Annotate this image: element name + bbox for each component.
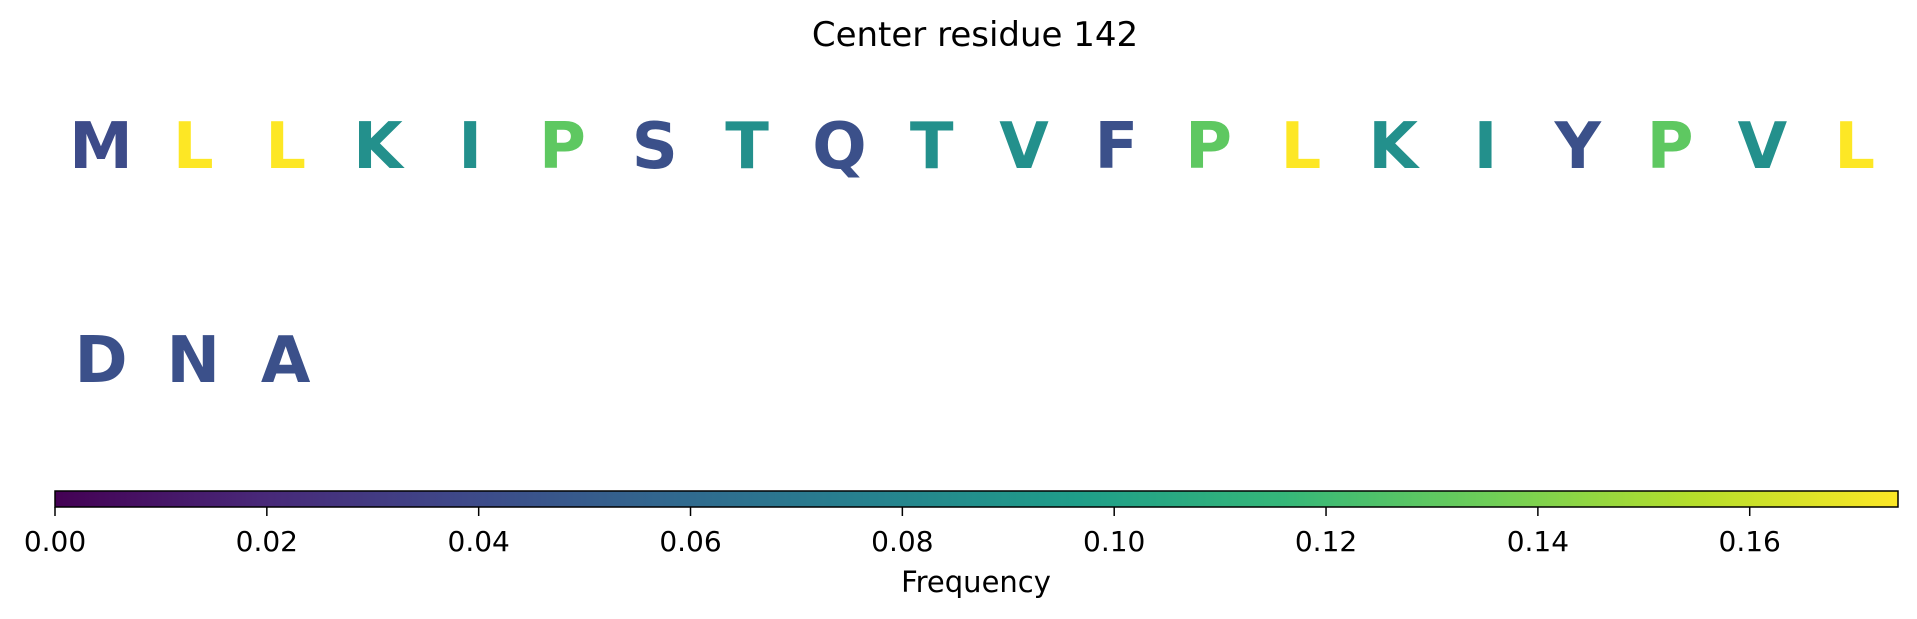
residue-letter: P (539, 110, 586, 184)
colorbar: 0.00 0.02 0.04 0.06 0.08 0.10 0.12 0.14 0.16 Fre… (24, 490, 1899, 599)
residue-letter: P (1185, 110, 1232, 184)
colorbar-tick-label: 0.06 (659, 525, 721, 558)
residue-letter: K (353, 110, 405, 184)
colorbar-tick-label: 0.10 (1083, 525, 1145, 558)
residue-letter: D (74, 324, 127, 398)
residue-letter: A (261, 324, 311, 398)
residue-letter: L (1281, 110, 1322, 184)
colorbar-tick-label: 0.14 (1507, 525, 1569, 558)
residue-letter: Q (812, 110, 866, 184)
colorbar-tick-label: 0.12 (1295, 525, 1357, 558)
colorbar-tick-label: 0.00 (24, 525, 86, 558)
residue-letter: Y (1554, 110, 1602, 184)
residue-letter: V (1738, 110, 1788, 184)
residue-letter: T (725, 110, 769, 184)
colorbar-gradient (54, 490, 1899, 508)
residue-letter: L (173, 110, 214, 184)
residue-letter: P (1647, 110, 1694, 184)
residue-letter: L (265, 110, 306, 184)
residue-letter: I (1474, 110, 1498, 184)
colorbar-tick-label: 0.16 (1719, 525, 1781, 558)
chart-title: Center residue 142 (812, 15, 1138, 55)
residue-letter: L (1834, 110, 1875, 184)
residue-letter: S (632, 110, 678, 184)
residue-letter: N (167, 324, 221, 398)
residue-letter: K (1368, 110, 1420, 184)
residue-letters: M L L K I P S T Q T V F P L K I Y P V LD N A (69, 110, 1875, 398)
residue-letter: M (69, 110, 133, 184)
residue-letter: T (910, 110, 954, 184)
residue-letter: I (458, 110, 482, 184)
colorbar-ticks: 0.00 0.02 0.04 0.06 0.08 0.10 0.12 0.14 0.16 (24, 507, 1781, 558)
colorbar-tick-label: 0.08 (871, 525, 933, 558)
colorbar-label: Frequency (901, 565, 1051, 599)
colorbar-tick-label: 0.02 (236, 525, 298, 558)
residue-letter: V (999, 110, 1049, 184)
residue-letter: F (1094, 110, 1138, 184)
colorbar-tick-label: 0.04 (448, 525, 510, 558)
